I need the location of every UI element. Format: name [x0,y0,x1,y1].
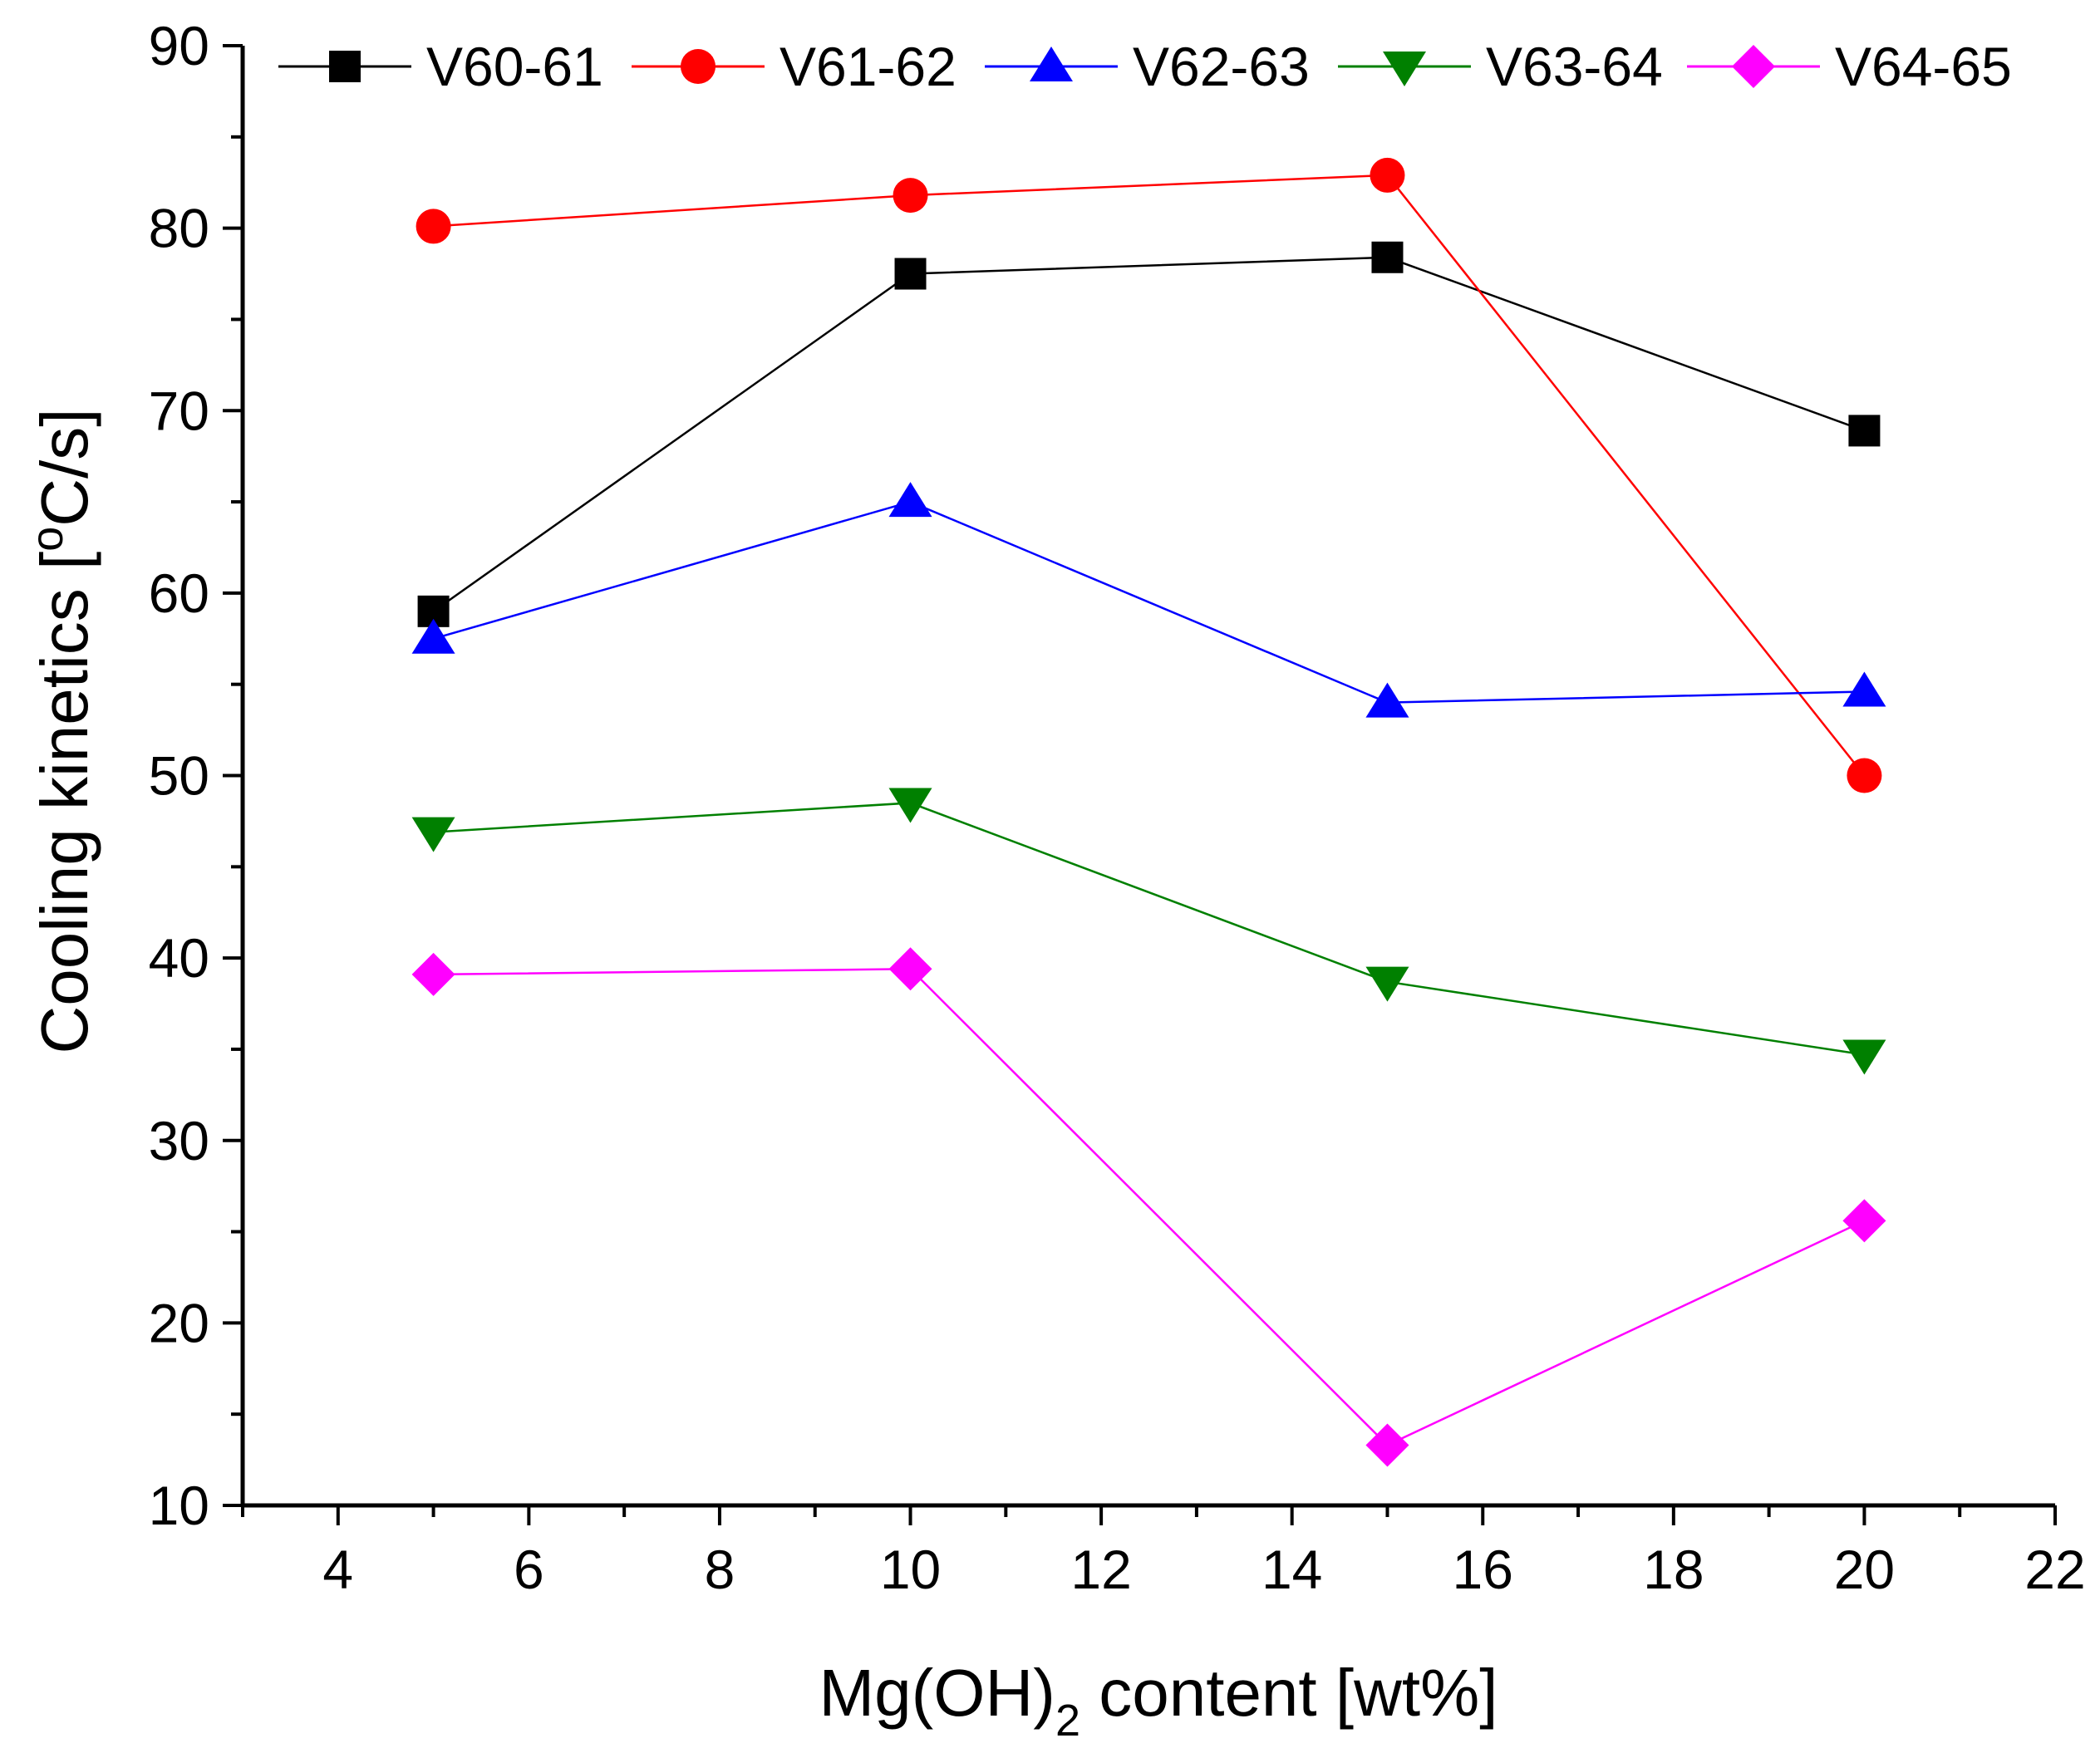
data-point [1842,1199,1886,1243]
y-axis-label: Cooling kinetics [oC/s] [22,408,101,1053]
y-tick-label: 70 [149,380,209,441]
legend-marker [681,49,716,84]
data-point [411,817,455,852]
y-tick-label: 90 [149,15,209,76]
x-tick-label: 20 [1834,1539,1895,1600]
series-layer [411,157,1886,1467]
x-tick-label: 10 [880,1539,941,1600]
legend-item-V61-62: V61-62 [632,36,957,97]
y-tick-label: 20 [149,1292,209,1353]
data-point [1847,758,1882,793]
data-point [1842,1039,1886,1075]
y-tick-label: 80 [149,198,209,259]
data-point [1371,241,1404,273]
y-tick-label: 10 [149,1475,209,1536]
x-tick-label: 14 [1261,1539,1322,1600]
data-point [1365,1423,1409,1467]
x-axis-ticks: 4 6 8 10 12 14 16 18 20 22 [241,1505,2086,1600]
data-point [888,482,932,518]
legend-item-V60-61: V60-61 [278,36,603,97]
legend-label: V63-64 [1486,36,1663,97]
data-point [888,947,932,991]
series-V60-61 [417,241,1881,627]
data-point [1848,415,1881,447]
legend-item-V62-63: V62-63 [985,36,1310,97]
legend-label: V61-62 [780,36,957,97]
data-point [416,209,451,244]
legend-item-V64-65: V64-65 [1687,36,2012,97]
data-point [893,178,928,214]
series-V64-65 [411,947,1886,1467]
data-point [894,258,927,290]
data-point [411,952,455,996]
x-tick-label: 8 [705,1539,735,1600]
data-point [411,618,455,654]
y-tick-label: 30 [149,1110,209,1171]
legend-label: V64-65 [1835,36,2012,97]
series-line [433,500,1865,704]
data-point [1365,682,1409,718]
legend-marker [1383,52,1426,86]
x-axis-label: Mg(OH)2 content [wt%] [819,1656,1498,1746]
legend-label: V60-61 [426,36,603,97]
legend-item-V63-64: V63-64 [1338,36,1663,97]
legend: V60-61 V61-62 V62-63 V63-64 V64-65 [278,36,2012,97]
series-line [433,174,1866,777]
data-point [1365,966,1409,1002]
series-V61-62 [416,157,1882,793]
y-tick-label: 40 [149,927,209,989]
series-V63-64 [411,788,1886,1075]
x-tick-label: 18 [1643,1539,1704,1600]
y-tick-label: 50 [149,745,209,807]
x-tick-label: 4 [322,1539,353,1600]
legend-label: V62-63 [1133,36,1310,97]
series-line [432,256,1865,612]
y-axis-ticks: 10 20 30 40 50 60 70 80 90 [149,15,243,1536]
legend-marker [1030,47,1073,81]
legend-marker [329,51,361,82]
x-tick-label: 22 [2024,1539,2085,1600]
data-point [1842,671,1886,707]
series-line [433,802,1865,1056]
y-tick-label: 60 [149,562,209,624]
data-point [1370,157,1405,193]
x-tick-label: 12 [1070,1539,1131,1600]
x-tick-label: 6 [514,1539,544,1600]
data-point [888,788,932,823]
legend-marker [1732,45,1775,88]
x-tick-label: 16 [1453,1539,1513,1600]
series-V62-63 [411,482,1886,718]
series-line [433,968,1865,1447]
